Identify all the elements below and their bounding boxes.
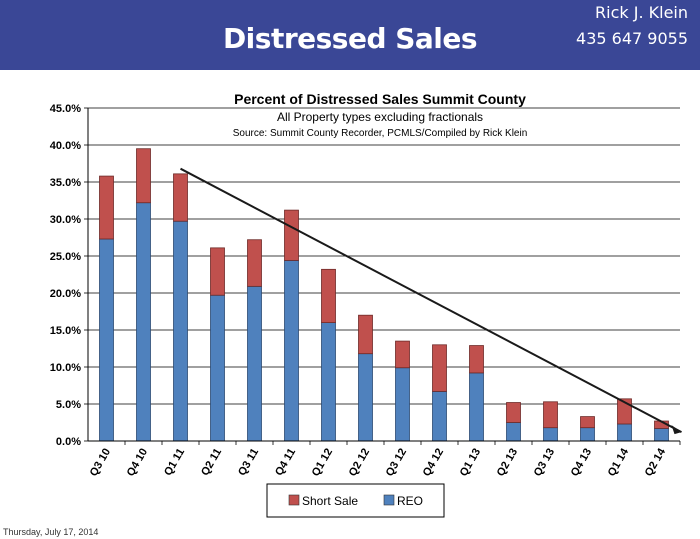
x-tick-label: Q2 14 [643, 446, 669, 479]
y-tick-label: 0.0% [56, 436, 81, 448]
legend-label-reo: REO [397, 494, 423, 508]
y-tick-label: 20.0% [50, 288, 81, 300]
legend-swatch-reo [383, 494, 395, 506]
bar-reo [284, 260, 299, 442]
bar-short-sale [210, 247, 225, 296]
y-tick-label: 5.0% [56, 399, 81, 411]
bar-reo [506, 422, 521, 442]
bar-short-sale [136, 148, 151, 204]
bar-reo [136, 202, 151, 442]
bar-reo [469, 372, 484, 442]
x-tick-label: Q3 12 [384, 447, 409, 479]
x-tick-label: Q4 10 [125, 447, 150, 479]
bar-short-sale [321, 268, 336, 324]
x-tick-label: Q4 12 [421, 447, 446, 479]
y-tick-label: 30.0% [50, 214, 81, 226]
chart-title: Percent of Distressed Sales Summit Count… [234, 91, 526, 107]
bar-reo [358, 353, 373, 442]
bar-short-sale [580, 416, 595, 429]
x-tick-label: Q4 11 [273, 447, 298, 478]
x-tick-label: Q4 13 [569, 447, 594, 479]
bar-short-sale [432, 344, 447, 392]
trendline-arrowhead [671, 425, 682, 435]
bar-reo [654, 428, 669, 442]
agent-contact: Rick J. Klein 435 647 9055 [576, 0, 688, 52]
bar-reo [617, 423, 632, 442]
legend: Short Sale REO [266, 483, 445, 518]
bar-reo [580, 427, 595, 442]
chart-source: Source: Summit County Recorder, PCMLS/Co… [233, 128, 528, 139]
x-tick-label: Q1 13 [458, 447, 483, 479]
bar-short-sale [506, 402, 521, 423]
x-tick-label: Q1 14 [606, 446, 632, 479]
x-tick-label: Q3 10 [88, 447, 113, 479]
bar-short-sale [247, 239, 262, 287]
bar-reo [99, 238, 114, 442]
bar-reo [247, 285, 262, 442]
legend-label-short-sale: Short Sale [302, 494, 358, 508]
y-tick-label: 15.0% [50, 325, 81, 337]
slide-title: Distressed Sales [222, 22, 478, 55]
bar-short-sale [469, 345, 484, 374]
x-tick-label: Q3 13 [532, 447, 557, 479]
agent-phone: 435 647 9055 [576, 29, 688, 48]
y-tick-label: 10.0% [50, 362, 81, 374]
y-tick-label: 35.0% [50, 177, 81, 189]
agent-name: Rick J. Klein [595, 3, 688, 22]
x-tick-label: Q2 11 [199, 447, 224, 478]
bar-short-sale [358, 314, 373, 355]
bar-short-sale [284, 209, 299, 261]
y-tick-label: 45.0% [50, 103, 81, 115]
footer-date: Thursday, July 17, 2014 [3, 527, 99, 537]
x-tick-label: Q2 13 [495, 447, 520, 479]
bars [99, 148, 669, 442]
x-tick-label: Q1 12 [310, 447, 335, 479]
trendline-arrow [180, 167, 682, 434]
bar-reo [543, 427, 558, 442]
bar-reo [395, 367, 410, 442]
legend-swatch-short-sale [288, 494, 300, 506]
chart-subtitle: All Property types excluding fractionals [277, 110, 483, 124]
trendline [180, 167, 682, 435]
bar-short-sale [543, 401, 558, 429]
y-tick-label: 40.0% [50, 140, 81, 152]
bar-reo [210, 294, 225, 442]
bar-reo [321, 322, 336, 442]
bar-short-sale [99, 175, 114, 240]
y-tick-label: 25.0% [50, 251, 81, 263]
bar-short-sale [173, 173, 188, 222]
title-banner: Distressed Sales Rick J. Klein 435 647 9… [0, 0, 700, 70]
bar-reo [173, 220, 188, 442]
x-tick-label: Q3 11 [236, 447, 261, 478]
x-tick-label: Q2 12 [347, 447, 372, 479]
bar-reo [432, 391, 447, 442]
x-tick-label: Q1 11 [162, 447, 187, 478]
bar-short-sale [395, 340, 410, 369]
